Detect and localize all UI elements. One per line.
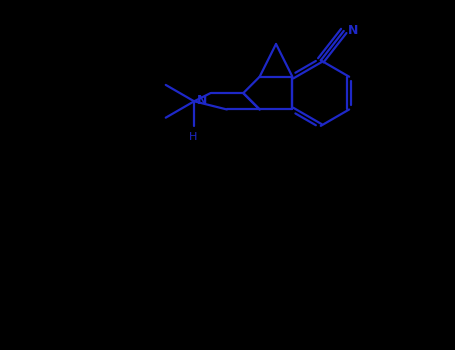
- Text: N: N: [197, 94, 207, 107]
- Text: H: H: [189, 132, 197, 142]
- Text: N: N: [348, 23, 359, 36]
